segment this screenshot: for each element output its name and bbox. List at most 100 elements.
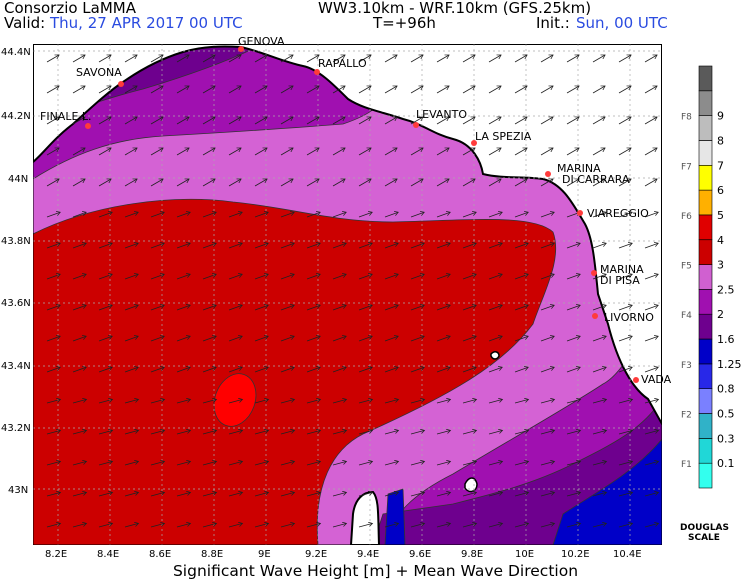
wave-direction-arrow bbox=[254, 179, 267, 187]
wave-direction-arrow bbox=[462, 212, 476, 218]
legend-level-label: 0.3 bbox=[717, 432, 735, 445]
wave-direction-arrow bbox=[46, 212, 60, 218]
wave-direction-arrow bbox=[254, 461, 269, 466]
wave-direction-arrow bbox=[228, 461, 243, 466]
wave-direction-arrow bbox=[488, 461, 503, 466]
wave-direction-arrow bbox=[566, 430, 581, 435]
wave-direction-arrow bbox=[462, 179, 475, 187]
wave-direction-arrow bbox=[150, 430, 165, 435]
wave-direction-arrow bbox=[618, 430, 633, 435]
legend-swatch bbox=[698, 413, 713, 439]
wave-direction-arrow bbox=[566, 336, 580, 342]
wave-direction-arrow bbox=[176, 430, 191, 435]
legend-level-label: 2 bbox=[717, 308, 724, 321]
wave-direction-arrow bbox=[618, 243, 632, 249]
wave-direction-arrow bbox=[202, 243, 216, 249]
wave-direction-arrow bbox=[98, 179, 111, 187]
legend-swatch bbox=[698, 90, 713, 116]
wave-direction-arrow bbox=[254, 117, 267, 125]
wave-direction-arrow bbox=[618, 305, 632, 311]
place-rapallo: RAPALLO bbox=[318, 57, 367, 70]
wave-direction-arrow bbox=[410, 274, 424, 280]
wave-direction-arrow bbox=[410, 492, 425, 497]
wave-direction-arrow bbox=[514, 55, 527, 63]
wave-direction-arrow bbox=[436, 243, 450, 249]
wave-direction-arrow bbox=[566, 367, 580, 373]
wave-direction-arrow bbox=[280, 274, 294, 280]
wave-direction-arrow bbox=[618, 523, 633, 528]
wave-direction-arrow bbox=[592, 243, 606, 249]
legend-swatch bbox=[698, 313, 713, 340]
lon-tick: 9.4E bbox=[357, 549, 379, 560]
legend-swatch bbox=[698, 338, 713, 365]
wave-direction-arrow bbox=[358, 523, 373, 528]
wave-direction-arrow bbox=[384, 243, 398, 249]
lon-tick: 10.4E bbox=[613, 549, 642, 560]
wave-direction-arrow bbox=[358, 212, 372, 218]
wave-direction-arrow bbox=[618, 336, 632, 342]
wave-direction-arrow bbox=[644, 243, 658, 249]
wave-direction-arrow bbox=[592, 461, 607, 466]
legend-swatch bbox=[698, 165, 713, 191]
wave-direction-arrow bbox=[462, 523, 477, 528]
wave-direction-arrow bbox=[436, 305, 450, 311]
wave-direction-arrow bbox=[150, 523, 165, 528]
legend-scale-suffix: SCALE bbox=[688, 533, 720, 543]
wave-direction-arrow bbox=[228, 55, 241, 63]
wave-direction-arrow bbox=[202, 274, 216, 280]
wave-direction-arrow bbox=[566, 243, 580, 249]
wave-direction-arrow bbox=[358, 461, 373, 466]
lon-tick: 8.6E bbox=[149, 549, 171, 560]
wave-direction-arrow bbox=[592, 86, 605, 94]
legend-force-label: F2 bbox=[681, 411, 692, 421]
wave-direction-arrow bbox=[228, 243, 242, 249]
wave-direction-arrow bbox=[98, 212, 112, 218]
wave-direction-arrow bbox=[176, 179, 189, 187]
wave-direction-arrow bbox=[306, 367, 320, 373]
wave-direction-arrow bbox=[358, 243, 372, 249]
wave-direction-arrow bbox=[410, 86, 423, 94]
wave-direction-arrow bbox=[46, 55, 59, 63]
place-marina-carrara-1: MARINA bbox=[557, 162, 601, 175]
wave-direction-arrow bbox=[72, 55, 85, 63]
wave-direction-arrow bbox=[540, 336, 554, 342]
wave-direction-arrow bbox=[124, 492, 139, 497]
lon-tick: 8.2E bbox=[45, 549, 67, 560]
wave-direction-arrow bbox=[618, 117, 631, 125]
legend-swatch bbox=[698, 264, 713, 290]
wave-direction-arrow bbox=[202, 212, 216, 218]
wave-direction-arrow bbox=[410, 367, 424, 373]
wave-direction-arrow bbox=[332, 430, 347, 435]
wave-direction-arrow bbox=[46, 86, 59, 94]
wave-direction-arrow bbox=[280, 117, 293, 125]
legend-level-label: 2.5 bbox=[717, 283, 735, 296]
place-genova: GENOVA bbox=[238, 35, 285, 48]
wave-direction-arrow bbox=[202, 492, 217, 497]
legend-level-label: 0.1 bbox=[717, 457, 735, 470]
wave-direction-arrow bbox=[150, 179, 163, 187]
wave-direction-arrow bbox=[254, 55, 267, 63]
wave-direction-arrow bbox=[332, 274, 346, 280]
forecast-step: T=+96h bbox=[373, 14, 436, 32]
wave-direction-arrow bbox=[228, 179, 241, 187]
wave-direction-arrow bbox=[202, 523, 217, 528]
wave-direction-arrow bbox=[410, 430, 425, 435]
wave-direction-arrow bbox=[306, 523, 321, 528]
lon-tick: 10.2E bbox=[561, 549, 590, 560]
land-capraia bbox=[464, 477, 478, 493]
wave-direction-arrow bbox=[150, 148, 163, 156]
wave-direction-arrows bbox=[46, 55, 659, 528]
wave-direction-arrow bbox=[436, 492, 451, 497]
wave-direction-arrow bbox=[436, 179, 449, 187]
wave-direction-arrow bbox=[176, 117, 189, 125]
wave-direction-arrow bbox=[540, 212, 554, 218]
wave-direction-arrow bbox=[72, 274, 86, 280]
legend-level-label: 5 bbox=[717, 209, 724, 222]
wave-direction-arrow bbox=[306, 86, 319, 94]
wave-direction-arrow bbox=[98, 430, 113, 435]
wave-direction-arrow bbox=[228, 117, 241, 125]
org-title: Consorzio LaMMA bbox=[4, 0, 136, 17]
wave-direction-arrow bbox=[410, 148, 423, 156]
legend-level-label: 0.5 bbox=[717, 408, 735, 421]
wave-direction-arrow bbox=[150, 212, 164, 218]
